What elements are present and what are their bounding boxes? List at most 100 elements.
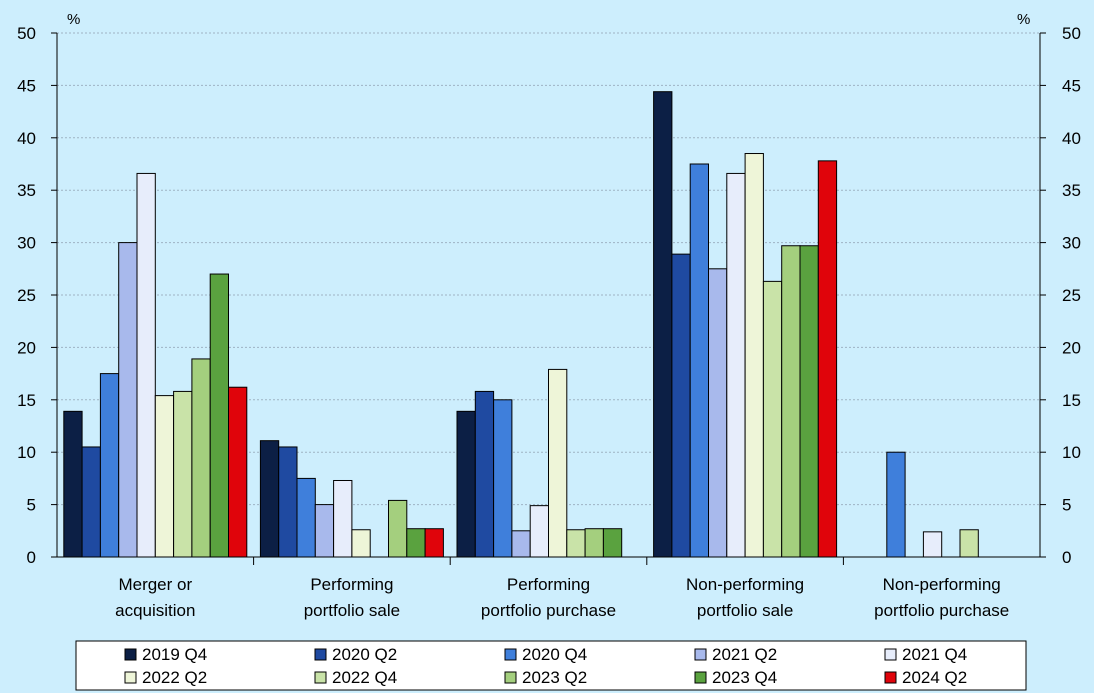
axes: 0 0 5 5 10 10 15 15 20 20 25 25 30 30 35 35 40 40 45 45 50 50…: [17, 24, 1081, 620]
bar: [99, 373, 120, 558]
bar: [209, 273, 229, 558]
bar: [228, 386, 248, 558]
bar: [314, 504, 335, 558]
legend-label: 2021 Q2: [712, 645, 777, 664]
category-label: portfolio sale: [304, 601, 400, 620]
bar: [799, 245, 819, 558]
legend-box: [75, 640, 1027, 691]
bar: [511, 530, 531, 558]
category-label: Performing: [507, 575, 590, 594]
bar: [296, 477, 316, 558]
legend-label: 2020 Q2: [332, 645, 397, 664]
legend-swatch: [504, 671, 517, 684]
legend-swatch: [694, 671, 707, 684]
right-tick-label: 15: [1062, 391, 1081, 410]
bar: [653, 91, 673, 558]
legend-label: 2020 Q4: [522, 645, 587, 664]
legend-swatch: [884, 671, 897, 684]
bar: [726, 172, 746, 558]
bar: [388, 499, 408, 558]
bar: [493, 399, 513, 558]
left-unit-label: %: [67, 11, 80, 28]
legend-swatch: [884, 648, 897, 661]
bar: [81, 446, 101, 558]
bar: [173, 390, 193, 558]
right-tick-label: 35: [1062, 181, 1081, 200]
bar: [602, 528, 623, 558]
category-label: Merger or: [118, 575, 192, 594]
bar: [154, 395, 175, 558]
bar: [566, 529, 586, 558]
right-tick-label: 45: [1062, 76, 1081, 95]
right-tick-label: 25: [1062, 286, 1081, 305]
legend-label: 2021 Q4: [902, 645, 967, 664]
bar: [744, 153, 764, 558]
bar: [584, 528, 604, 558]
right-tick-label: 10: [1062, 443, 1081, 462]
right-tick-label: 40: [1062, 129, 1081, 148]
left-tick-label: 40: [17, 129, 36, 148]
bar: [136, 172, 156, 558]
bar: [548, 368, 568, 558]
legend: 2019 Q4 2020 Q2 2020 Q4 2021 Q2 2021 Q4 2022 …: [75, 640, 1027, 691]
bar: [529, 505, 550, 558]
legend-swatch: [124, 648, 137, 661]
legend-swatch: [124, 671, 137, 684]
category-label: portfolio purchase: [481, 601, 616, 620]
bar: [781, 245, 801, 558]
bar: [474, 390, 495, 558]
category-label: Performing: [310, 575, 393, 594]
category-label: portfolio sale: [697, 601, 793, 620]
bar: [762, 280, 783, 558]
left-tick-label: 25: [17, 286, 36, 305]
bar: [259, 440, 280, 558]
left-tick-label: 50: [17, 24, 36, 43]
left-tick-label: 0: [27, 548, 36, 567]
bar: [817, 160, 838, 558]
right-unit-label: %: [1017, 11, 1030, 28]
bar: [708, 268, 728, 558]
bar: [959, 529, 979, 558]
right-tick-label: 30: [1062, 234, 1081, 253]
left-tick-label: 35: [17, 181, 36, 200]
bar: [118, 242, 138, 558]
left-tick-label: 20: [17, 338, 36, 357]
left-tick-label: 10: [17, 443, 36, 462]
category-label: acquisition: [115, 601, 195, 620]
right-tick-label: 50: [1062, 24, 1081, 43]
right-tick-label: 5: [1062, 496, 1071, 515]
bar: [886, 451, 906, 558]
bar: [689, 163, 710, 558]
legend-swatch: [314, 648, 327, 661]
category-label: Non-performing: [883, 575, 1001, 594]
legend-label: 2023 Q4: [712, 668, 777, 687]
left-tick-label: 45: [17, 76, 36, 95]
legend-swatch: [314, 671, 327, 684]
bar: [424, 528, 444, 558]
right-tick-label: 0: [1062, 548, 1071, 567]
legend-label: 2022 Q4: [332, 668, 397, 687]
bar: [191, 358, 211, 558]
category-label: portfolio purchase: [874, 601, 1009, 620]
bar: [922, 531, 943, 558]
bar: [333, 479, 353, 558]
legend-label: 2024 Q2: [902, 668, 967, 687]
category-label: Non-performing: [686, 575, 804, 594]
bars: [63, 91, 979, 558]
bar: [406, 528, 426, 558]
legend-label: 2019 Q4: [142, 645, 207, 664]
legend-label: 2022 Q2: [142, 668, 207, 687]
bar: [278, 446, 298, 558]
left-tick-label: 30: [17, 234, 36, 253]
legend-label: 2023 Q2: [522, 668, 587, 687]
bar: [456, 410, 476, 558]
left-tick-label: 15: [17, 391, 36, 410]
bar: [351, 529, 371, 558]
bar: [63, 410, 83, 558]
bar: [671, 253, 691, 558]
left-tick-label: 5: [27, 496, 36, 515]
legend-swatch: [694, 648, 707, 661]
right-tick-label: 20: [1062, 338, 1081, 357]
